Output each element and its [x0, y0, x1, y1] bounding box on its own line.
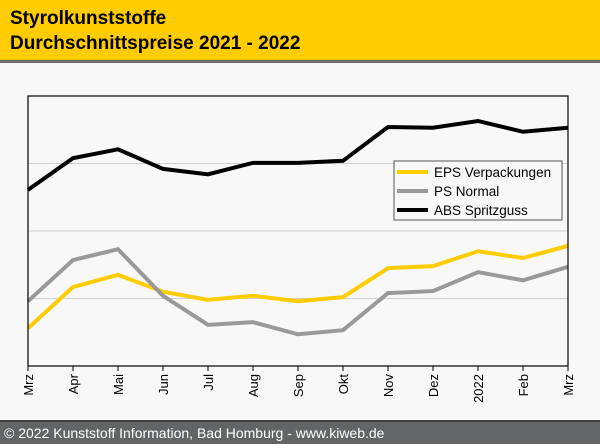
legend-label: EPS Verpackungen [434, 165, 551, 180]
footer: © 2022 Kunststoff Information, Bad Hombu… [0, 420, 600, 444]
chart-title: Styrolkunststoffe [10, 8, 167, 29]
x-tick-label: Jun [156, 374, 171, 395]
series-line-eps-verpackungen [26, 243, 569, 330]
x-tick-label: Feb [516, 374, 531, 396]
x-axis-ticks: Mrz Apr Mai Jun Jul Aug Sep Okt Nov Dez 2022 Feb Mrz [21, 366, 576, 403]
x-tick-label: Mrz [561, 374, 576, 396]
chart-header: Styrolkunststoffe Durchschnittspreise 20… [0, 0, 600, 63]
legend-label: PS Normal [434, 184, 499, 199]
x-tick-label: Mrz [21, 374, 36, 396]
x-tick-label: Mai [111, 374, 126, 395]
x-tick-label: Okt [336, 374, 351, 395]
x-tick-label: Nov [381, 374, 396, 398]
series-lines [26, 118, 569, 337]
copyright-text: © 2022 Kunststoff Information, Bad Hombu… [4, 425, 385, 441]
x-tick-label: Aug [246, 374, 261, 397]
chart-subtitle: Durchschnittspreise 2021 - 2022 [10, 33, 301, 54]
x-tick-label: Apr [66, 373, 81, 394]
x-tick-label: Jul [201, 374, 216, 391]
legend: EPS Verpackungen PS Normal ABS Spritzguss [393, 160, 563, 221]
legend-label: ABS Spritzguss [434, 203, 528, 218]
series-line-ps-normal [26, 247, 569, 337]
x-tick-label: Dez [426, 374, 441, 397]
x-tick-label: 2022 [471, 374, 486, 403]
x-tick-label: Sep [291, 374, 306, 397]
